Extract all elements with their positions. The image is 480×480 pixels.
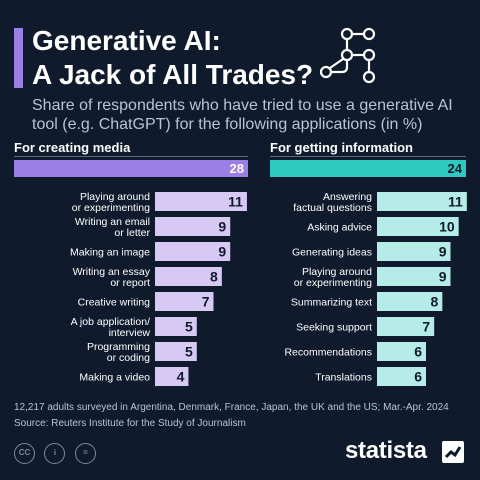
info-bar-3 xyxy=(377,267,451,286)
info-value-label-3: 9 xyxy=(439,269,447,285)
info-category-label-6: Recommendations xyxy=(284,347,372,359)
media-value-label-0: 11 xyxy=(228,194,243,210)
media-total-bar: 28 xyxy=(14,160,248,177)
media-category-label-7: Making a video xyxy=(79,372,150,384)
title-line-2: A Jack of All Trades? xyxy=(32,59,314,90)
media-bar-3 xyxy=(155,267,222,286)
media-value-label-4: 7 xyxy=(202,294,210,310)
media-section-title: For creating media xyxy=(14,140,131,155)
info-category-label-5: Seeking support xyxy=(296,322,372,334)
network-nodes-icon xyxy=(319,27,376,84)
footnote-survey: 12,217 adults surveyed in Argentina, Den… xyxy=(14,402,449,413)
info-category-label-3: Playing around or experimenting xyxy=(294,266,372,289)
info-category-label-1: Asking advice xyxy=(307,222,372,234)
media-bar-4 xyxy=(155,292,214,311)
media-value-label-2: 9 xyxy=(218,244,226,260)
info-bar-0 xyxy=(377,192,467,211)
media-bar-5 xyxy=(155,317,197,336)
info-category-label-0: Answering factual questions xyxy=(293,191,372,214)
info-category-label-7: Translations xyxy=(315,372,372,384)
media-value-label-7: 4 xyxy=(177,369,185,385)
page-title: Generative AI: A Jack of All Trades? xyxy=(32,24,313,92)
media-bar-1 xyxy=(155,217,231,236)
brand-logo: statista xyxy=(345,437,427,464)
info-bar-5 xyxy=(377,317,435,336)
info-section-title: For getting information xyxy=(270,140,413,155)
media-value-label-5: 5 xyxy=(185,319,193,335)
info-value-label-1: 10 xyxy=(439,219,455,235)
info-category-label-4: Summarizing text xyxy=(291,297,372,309)
media-category-label-3: Writing an essay or report xyxy=(73,266,151,289)
media-category-label-2: Making an image xyxy=(70,247,150,259)
media-category-label-1: Writing an email or letter xyxy=(75,216,151,239)
title-line-1: Generative AI: xyxy=(32,25,221,56)
info-value-label-0: 11 xyxy=(448,194,463,210)
media-category-label-0: Playing around or experimenting xyxy=(72,191,150,214)
media-bar-2 xyxy=(155,242,231,261)
info-bar-6 xyxy=(377,342,426,361)
media-category-label-5: A job application/interview xyxy=(71,316,151,339)
info-value-label-5: 7 xyxy=(422,319,430,335)
media-category-label-6: Programming or coding xyxy=(87,341,150,364)
info-value-label-6: 6 xyxy=(414,344,422,360)
info-value-label-4: 8 xyxy=(431,294,439,310)
footnote: 12,217 adults surveyed in Argentina, Den… xyxy=(14,400,449,432)
info-category-label-2: Generating ideas xyxy=(292,247,372,259)
info-value-label-7: 6 xyxy=(414,369,422,385)
media-value-label-6: 5 xyxy=(185,344,193,360)
media-bar-0 xyxy=(155,192,247,211)
media-value-label-1: 9 xyxy=(218,219,226,235)
info-bar-4 xyxy=(377,292,443,311)
info-total-value: 24 xyxy=(447,161,462,176)
info-section-underline xyxy=(270,156,466,157)
statista-mark-icon xyxy=(442,441,464,463)
media-bar-6 xyxy=(155,342,197,361)
media-category-label-4: Creative writing xyxy=(78,297,151,309)
media-value-label-3: 8 xyxy=(210,269,218,285)
media-bar-7 xyxy=(155,367,189,386)
no-derivatives-icon: = xyxy=(74,443,96,464)
attribution-icon: i xyxy=(44,443,66,464)
footnote-source: Source: Reuters Institute for the Study … xyxy=(14,418,246,429)
info-total-bar: 24 xyxy=(270,160,466,177)
media-total-value: 28 xyxy=(229,161,244,176)
info-bar-7 xyxy=(377,367,426,386)
title-accent-bar xyxy=(14,28,23,88)
license-icons: CC i = xyxy=(14,442,101,464)
subtitle: Share of respondents who have tried to u… xyxy=(32,97,453,133)
info-value-label-2: 9 xyxy=(439,244,447,260)
media-section-underline xyxy=(14,156,248,157)
cc-icon: CC xyxy=(14,443,35,464)
info-bar-1 xyxy=(377,217,459,236)
info-bar-2 xyxy=(377,242,451,261)
